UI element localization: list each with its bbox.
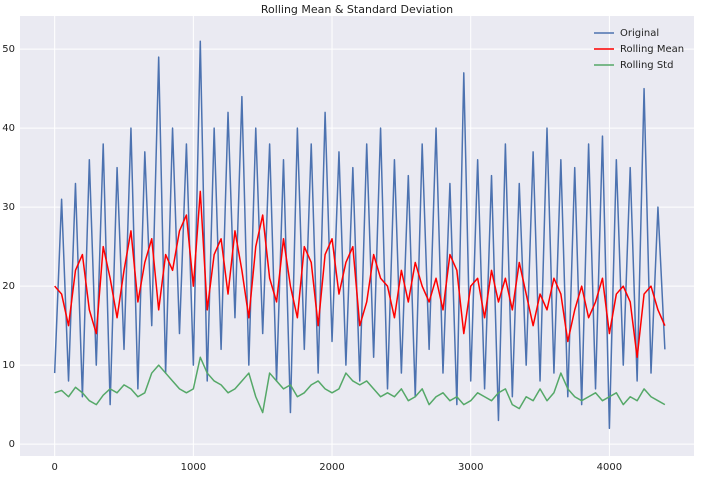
x-tick-label: 2000: [319, 462, 344, 473]
y-tick-label: 0: [9, 439, 15, 450]
y-tick-label: 20: [2, 281, 15, 292]
x-tick-label: 3000: [458, 462, 483, 473]
x-tick-label: 4000: [597, 462, 622, 473]
legend-label: Rolling Std: [620, 60, 673, 71]
x-tick-label: 0: [51, 462, 57, 473]
plot-area: [20, 16, 694, 456]
line-series: [54, 356, 666, 414]
y-tick-label: 30: [2, 202, 15, 213]
y-tick-label: 40: [2, 123, 15, 134]
x-tick-label: 1000: [181, 462, 206, 473]
chart-title: Rolling Mean & Standard Deviation: [261, 3, 453, 16]
line-series: [54, 190, 666, 359]
legend-label: Original: [620, 28, 659, 39]
legend-label: Rolling Mean: [620, 44, 684, 55]
y-tick-label: 10: [2, 360, 15, 371]
line-series: [53, 40, 666, 430]
y-tick-label: 50: [2, 44, 15, 55]
